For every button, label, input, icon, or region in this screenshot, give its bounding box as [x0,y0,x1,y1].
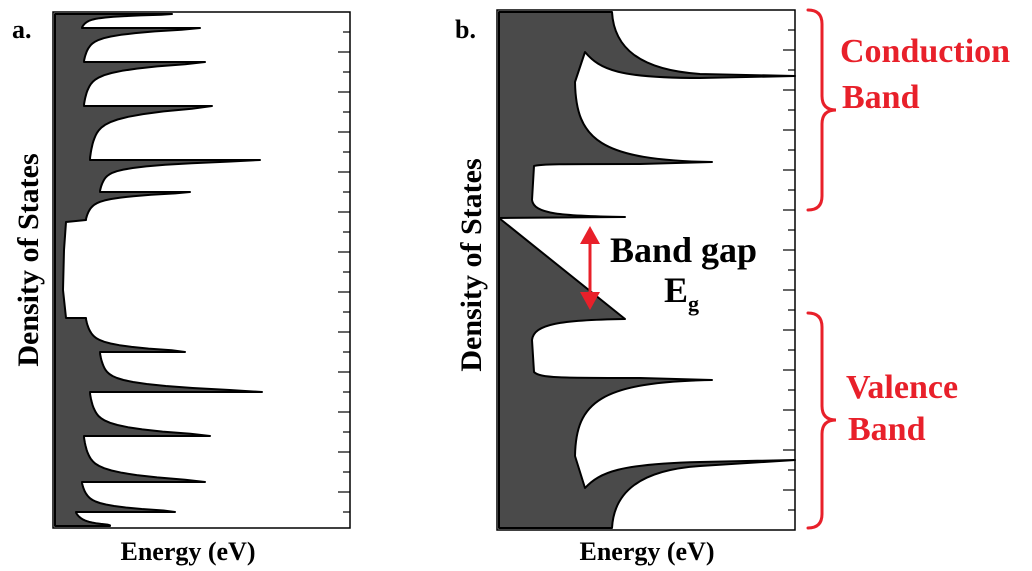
conduction-band-label-line1: Conduction [840,33,1010,70]
conduction-band-brace [806,8,837,212]
band-gap-label: Band gap [610,230,757,270]
valence-band-label-line2: Band [848,411,926,448]
panel-a-ticks [338,31,350,513]
panel-b: b. Density of States Energy (eV) Band ga… [455,9,796,566]
panel-a: a. Density of States Energy (eV) [12,11,351,566]
band-gap-symbol: Eg [664,270,699,316]
band-gap-arrow [580,226,600,310]
valence-band-brace [806,311,837,530]
valence-band-label-line1: Valence [846,369,958,406]
panel-b-frame [496,9,796,531]
panel-b-dos-curve [498,11,796,529]
panel-b-y-axis-label: Density of States [455,158,488,371]
conduction-band-label-line2: Band [842,79,920,116]
panel-a-dos-curve [54,13,263,527]
panel-b-ticks [783,29,795,511]
panel-b-tag: b. [455,15,476,44]
panel-a-frame [52,11,351,529]
panel-a-x-axis-label: Energy (eV) [120,537,255,566]
panel-a-tag: a. [12,15,32,44]
panel-b-x-axis-label: Energy (eV) [579,537,714,566]
panel-a-y-axis-label: Density of States [12,153,45,366]
